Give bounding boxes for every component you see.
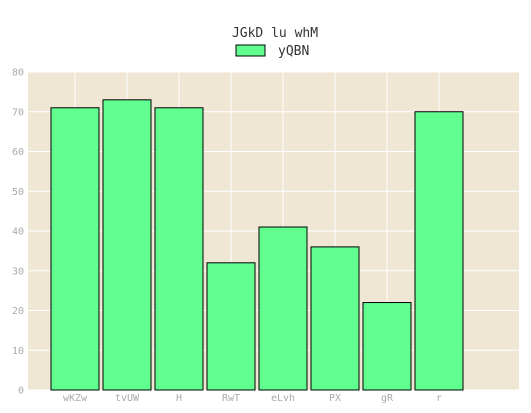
x-tick-label: wKZw (63, 393, 88, 404)
y-axis: 0 10 20 30 40 50 60 70 80 (12, 68, 24, 397)
chart-title: JGkD lu whM (232, 26, 318, 41)
y-tick-label: 60 (12, 147, 24, 158)
x-tick-label: gR (381, 393, 394, 404)
y-tick-label: 40 (12, 227, 24, 238)
x-tick-label: RwT (222, 393, 240, 404)
bar-wKZw (50, 107, 100, 391)
y-tick-label: 20 (12, 306, 24, 317)
legend-label: yQBN (278, 44, 309, 59)
bar-gR (362, 302, 412, 391)
y-tick-label: 10 (12, 346, 24, 357)
bar-eLvh (258, 226, 308, 391)
bar-RwT (206, 262, 256, 391)
x-tick-label: eLvh (271, 393, 295, 404)
x-tick-label: PX (329, 393, 341, 404)
x-tick-label: H (176, 393, 182, 404)
y-tick-label: 0 (18, 386, 24, 397)
x-axis: wKZw tvUW H RwT eLvh PX gR r (63, 393, 442, 404)
bar-H (154, 107, 204, 391)
bar-r (414, 111, 464, 391)
y-tick-label: 30 (12, 266, 24, 277)
y-tick-label: 80 (12, 68, 24, 79)
bar-PX (310, 246, 360, 391)
legend: yQBN (235, 44, 309, 59)
bars (50, 99, 464, 391)
y-tick-label: 50 (12, 187, 24, 198)
bar-tvUW (102, 99, 152, 391)
x-tick-label: tvUW (115, 393, 140, 404)
y-tick-label: 70 (12, 107, 24, 118)
legend-swatch (235, 44, 266, 57)
x-tick-label: r (436, 393, 442, 404)
